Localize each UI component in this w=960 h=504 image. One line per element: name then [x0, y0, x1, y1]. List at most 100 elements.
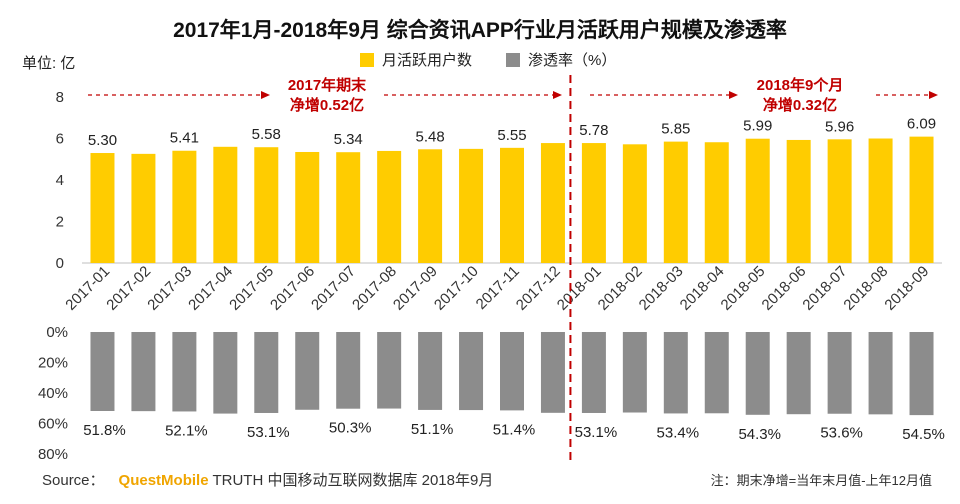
legend-swatch-mau — [360, 52, 374, 67]
penetration-data-label: 54.5% — [902, 426, 945, 443]
x-tick-label: 2017-12 — [513, 263, 564, 314]
mau-data-label: 5.99 — [743, 118, 772, 135]
x-tick-label: 2017-09 — [390, 263, 441, 314]
mau-bar — [500, 147, 524, 263]
penetration-bar — [131, 332, 156, 412]
penetration-data-label: 51.1% — [411, 421, 454, 438]
arrow-2017-right-head — [553, 91, 562, 99]
penetration-bar — [295, 332, 320, 410]
x-tick-label: 2018-01 — [554, 263, 605, 314]
annotation-2018: 2018年9个月 净增0.32亿 — [740, 76, 860, 116]
y-tick-label: 2 — [56, 214, 64, 231]
source-rest: TRUTH 中国移动互联网数据库 2018年9月 — [212, 472, 494, 489]
y-tick-label: 6 — [56, 131, 64, 148]
penetration-bar — [622, 332, 647, 413]
penetration-bar — [786, 332, 811, 415]
mau-bar — [540, 143, 565, 263]
x-tick-label: 2018-03 — [636, 263, 687, 314]
penetration-data-label: 53.4% — [657, 424, 700, 441]
annotation-2018-line2: 净增0.32亿 — [762, 97, 838, 114]
footnote: 注：期末净增=当年末月值-上年12月值 — [710, 473, 932, 488]
penetration-bar — [581, 332, 606, 413]
penetration-data-label: 50.3% — [329, 420, 372, 437]
annotation-2017: 2017年期末 净增0.52亿 — [272, 76, 382, 116]
legend-swatch-penetration — [506, 52, 521, 67]
y2-tick-label: 80% — [38, 446, 68, 463]
penetration-bar — [663, 332, 688, 414]
mau-bar — [131, 153, 156, 263]
unit-label: 单位: 亿 — [22, 55, 76, 72]
x-tick-label: 2018-05 — [718, 263, 769, 314]
x-tick-label: 2017-03 — [144, 263, 195, 314]
mau-bar — [418, 149, 443, 263]
source-prefix: Source： — [42, 472, 105, 489]
mau-bar — [213, 146, 238, 263]
penetration-bar — [418, 332, 443, 410]
penetration-data-label: 51.8% — [83, 422, 126, 439]
y-tick-label: 8 — [56, 89, 64, 106]
annotation-2017-line1: 2017年期末 — [287, 77, 367, 94]
penetration-bar — [540, 332, 565, 413]
penetration-bar — [704, 332, 729, 414]
x-tick-label: 2018-09 — [881, 263, 932, 314]
penetration-data-label: 52.1% — [165, 422, 208, 439]
mau-bar — [622, 144, 647, 263]
penetration-bar — [336, 332, 361, 409]
x-tick-label: 2017-10 — [431, 263, 482, 314]
legend-item-mau: 月活跃用户数 — [360, 49, 472, 70]
mau-data-label: 5.48 — [415, 128, 444, 145]
x-tick-label: 2017-04 — [185, 263, 236, 314]
mau-data-label: 5.78 — [579, 122, 608, 139]
mau-bar — [172, 150, 197, 263]
penetration-data-label: 51.4% — [493, 421, 536, 438]
mau-bar — [663, 141, 688, 263]
mau-data-label: 5.85 — [661, 121, 690, 138]
mau-bar — [581, 143, 606, 263]
mau-data-label: 5.55 — [497, 127, 526, 144]
penetration-data-label: 53.1% — [575, 424, 618, 441]
y-tick-label: 4 — [56, 172, 64, 189]
mau-bar — [90, 153, 115, 263]
mau-bar — [786, 139, 811, 263]
x-tick-label: 2017-05 — [226, 263, 277, 314]
mau-data-label: 6.09 — [907, 116, 936, 133]
legend-item-penetration: 渗透率（%） — [506, 49, 616, 70]
annotation-2017-line2: 净增0.52亿 — [289, 97, 365, 114]
penetration-data-label: 53.6% — [820, 425, 863, 442]
source-line: Source： QuestMobile TRUTH 中国移动互联网数据库 2018… — [42, 469, 493, 490]
legend-label-mau: 月活跃用户数 — [382, 52, 473, 69]
mau-data-label: 5.41 — [170, 130, 199, 147]
x-tick-label: 2017-02 — [103, 263, 154, 314]
x-tick-label: 2018-07 — [799, 263, 850, 314]
mau-bar — [909, 136, 934, 263]
penetration-bar — [827, 332, 852, 414]
y2-tick-label: 40% — [38, 385, 68, 402]
mau-bar — [704, 142, 729, 263]
legend-label-penetration: 渗透率（%） — [528, 52, 617, 69]
penetration-bar — [500, 332, 524, 411]
penetration-data-label: 53.1% — [247, 424, 290, 441]
penetration-bar — [745, 332, 770, 415]
arrow-2018-left-head — [729, 91, 738, 99]
x-tick-label: 2018-02 — [595, 263, 646, 314]
mau-bar — [254, 147, 279, 263]
mau-bar — [827, 139, 852, 263]
arrow-2017-left-head — [261, 91, 270, 99]
mau-bar — [459, 148, 484, 263]
penetration-bar — [254, 332, 279, 413]
annotation-2018-line1: 2018年9个月 — [756, 77, 844, 94]
penetration-bar — [172, 332, 197, 412]
mau-bar — [295, 151, 320, 263]
x-tick-label: 2017-01 — [62, 263, 113, 314]
mau-bar — [745, 138, 770, 263]
chart-title: 2017年1月-2018年9月 综合资讯APP行业月活跃用户规模及渗透率 — [173, 19, 787, 42]
mau-data-label: 5.30 — [88, 132, 117, 149]
penetration-bar — [90, 332, 115, 411]
y-tick-label: 0 — [56, 255, 64, 272]
legend: 月活跃用户数 渗透率（%） — [360, 49, 650, 70]
x-tick-label: 2018-04 — [677, 263, 728, 314]
x-tick-label: 2017-06 — [267, 263, 318, 314]
penetration-bar — [868, 332, 893, 415]
penetration-bar — [909, 332, 934, 416]
